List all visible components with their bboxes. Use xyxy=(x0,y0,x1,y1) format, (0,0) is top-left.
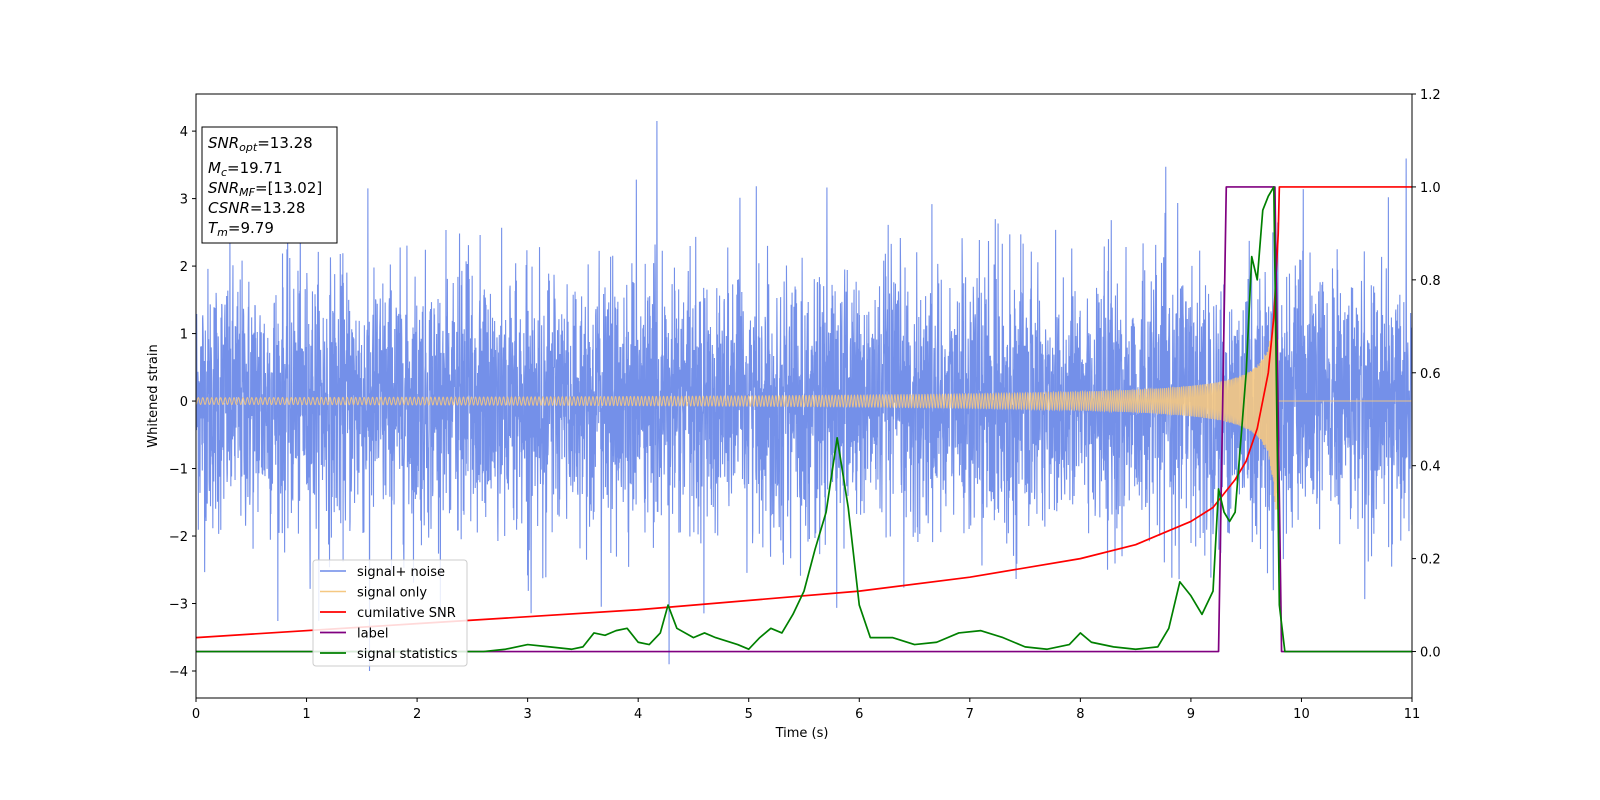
info-snr-opt: SNRopt=13.28 xyxy=(208,134,313,154)
y-tick-label: −4 xyxy=(169,665,188,680)
info-box: SNRopt=13.28 Mc=19.71 SNRMF=[13.02] CSNR… xyxy=(201,126,338,244)
x-tick-label: 7 xyxy=(966,707,974,722)
info-box-frame xyxy=(201,126,338,244)
x-axis-label: Time (s) xyxy=(775,726,829,741)
series-signal-only xyxy=(196,299,1412,510)
plot-area xyxy=(196,120,1412,672)
y-axis-left: 4 3 2 1 0 −1 −2 −3 −4 xyxy=(169,125,196,680)
series-signal-statistics-line xyxy=(196,186,1412,653)
y-tick-label: −3 xyxy=(169,598,188,613)
y-tick-label: −1 xyxy=(169,463,188,478)
info-snr-mf: SNRMF=[13.02] xyxy=(208,179,322,199)
x-tick-label: 3 xyxy=(523,707,531,722)
x-tick-label: 9 xyxy=(1187,707,1195,722)
y2-tick-label: 0.4 xyxy=(1420,460,1441,475)
legend-label: signal+ noise xyxy=(357,565,445,580)
info-csnr: CSNR=13.28 xyxy=(208,199,305,217)
x-tick-label: 2 xyxy=(413,707,421,722)
y-tick-label: 1 xyxy=(180,328,188,343)
info-mc: Mc=19.71 xyxy=(208,159,283,179)
y-axis-label: Whitened strain xyxy=(146,344,161,447)
x-tick-label: 1 xyxy=(302,707,310,722)
x-tick-label: 8 xyxy=(1076,707,1084,722)
y-tick-label: 3 xyxy=(180,193,188,208)
signal-only-line xyxy=(196,299,1412,510)
y-tick-label: 4 xyxy=(180,125,188,140)
info-snr-opt-value: =13.28 xyxy=(257,134,313,152)
y2-tick-label: 1.2 xyxy=(1420,88,1441,103)
legend-frame xyxy=(312,559,468,667)
y2-tick-label: 0.8 xyxy=(1420,274,1441,289)
y2-tick-label: 0.0 xyxy=(1420,646,1441,661)
info-mc-subscript: c xyxy=(221,166,227,179)
info-snr-mf-value: =[13.02] xyxy=(255,179,322,197)
x-tick-label: 0 xyxy=(192,707,200,722)
signal-noise-line xyxy=(196,120,1412,672)
x-tick-label: 10 xyxy=(1293,707,1310,722)
info-snr-opt-subscript: opt xyxy=(239,141,258,154)
info-tm-value: =9.79 xyxy=(228,219,274,237)
legend-label: label xyxy=(357,627,388,642)
info-csnr-value: =13.28 xyxy=(250,199,306,217)
info-mc-symbol: M xyxy=(208,159,221,177)
series-signal-noise xyxy=(196,120,1412,672)
right-axis-series xyxy=(196,186,1412,653)
y2-tick-label: 0.2 xyxy=(1420,553,1441,568)
y-tick-label: 2 xyxy=(180,260,188,275)
plot-frame xyxy=(195,93,1413,699)
y-tick-label: −2 xyxy=(169,530,188,545)
y-tick-label: 0 xyxy=(180,395,188,410)
x-axis: 0 1 2 3 4 5 6 7 8 9 10 11 xyxy=(192,698,1420,722)
y2-tick-label: 0.6 xyxy=(1420,367,1441,382)
x-tick-label: 5 xyxy=(745,707,753,722)
x-tick-label: 4 xyxy=(634,707,642,722)
info-tm-symbol: T xyxy=(208,219,219,237)
info-snr-opt-symbol: SNR xyxy=(208,134,239,152)
info-snr-mf-symbol: SNR xyxy=(208,179,239,197)
legend-label: signal statistics xyxy=(357,647,458,662)
legend-label: signal only xyxy=(357,586,427,601)
info-mc-value: =19.71 xyxy=(227,159,283,177)
info-tm-subscript: m xyxy=(217,226,228,239)
info-csnr-symbol: CSNR xyxy=(208,199,250,217)
x-tick-label: 11 xyxy=(1404,707,1421,722)
info-snr-mf-subscript: MF xyxy=(239,186,255,199)
info-tm: Tm=9.79 xyxy=(208,219,274,239)
y-axis-right: 1.2 1.0 0.8 0.6 0.4 0.2 0.0 xyxy=(1412,88,1441,661)
legend: signal+ noise signal only cumilative SNR la… xyxy=(312,559,468,667)
y2-tick-label: 1.0 xyxy=(1420,181,1441,196)
legend-label: cumilative SNR xyxy=(357,606,456,621)
x-tick-label: 6 xyxy=(855,707,863,722)
